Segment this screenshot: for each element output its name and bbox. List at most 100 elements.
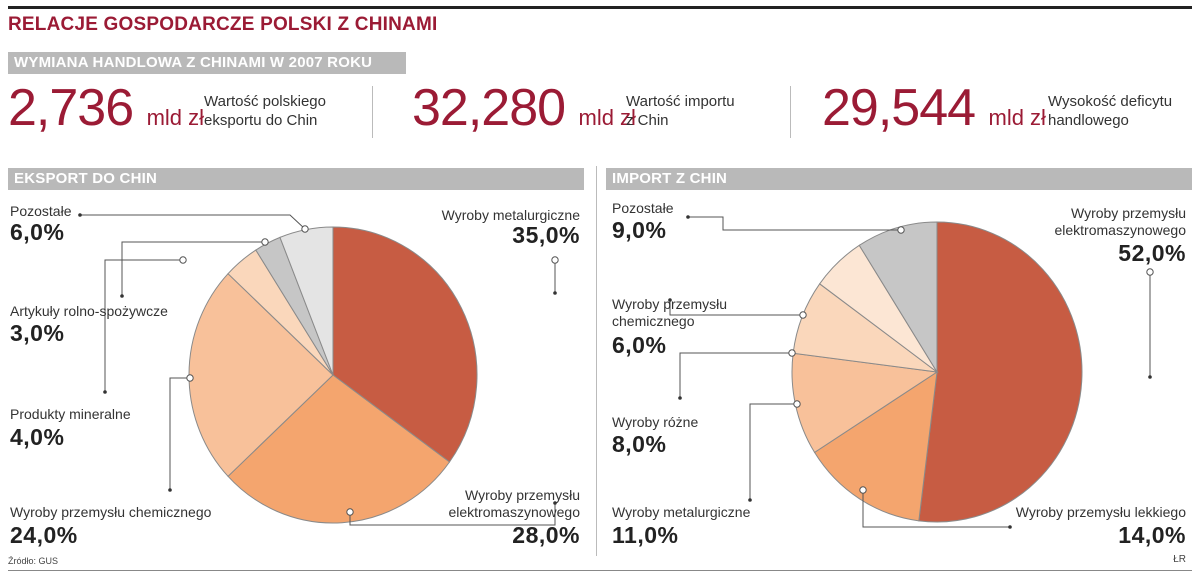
import-value-slice-0: 52,0% bbox=[1118, 240, 1186, 266]
import-value-slice-5: 9,0% bbox=[612, 217, 667, 243]
stat-deficit-desc-line2: handlowego bbox=[1048, 112, 1129, 129]
import-leader-end-2 bbox=[748, 498, 752, 502]
stat-import-figure: 32,280 mld zł bbox=[412, 80, 636, 146]
import-label-slice-0-line1: Wyroby przemysłu bbox=[1070, 205, 1186, 221]
import-leader-end-4 bbox=[668, 298, 672, 302]
stat-import-desc-line2: z Chin bbox=[626, 112, 669, 129]
export-label-slice-0: Wyroby metalurgiczne bbox=[441, 207, 580, 223]
import-leader-end-1 bbox=[1008, 525, 1012, 529]
import-value-slice-1: 14,0% bbox=[1118, 522, 1186, 548]
stat-separator bbox=[372, 86, 373, 138]
panel-separator bbox=[596, 166, 597, 556]
stat-export-value: 2,736 bbox=[8, 79, 134, 137]
import-pie-slice-0 bbox=[918, 221, 1083, 523]
stat-export: 2,736 mld zł Wartość polskiego eksportu … bbox=[8, 80, 368, 146]
author-initials: ŁR bbox=[1173, 554, 1186, 565]
import-label-slice-3: Wyroby różne bbox=[612, 414, 699, 430]
stat-import-desc-line1: Wartość importu bbox=[626, 93, 735, 110]
stat-separator bbox=[790, 86, 791, 138]
import-label-slice-4: Wyroby przemysłu chemicznego bbox=[612, 296, 727, 330]
stat-import: 32,280 mld zł Wartość importu z Chin bbox=[412, 80, 782, 146]
export-leader-line-4 bbox=[121, 241, 265, 296]
stat-import-desc: Wartość importu z Chin bbox=[626, 92, 735, 130]
import-value-slice-3: 8,0% bbox=[612, 431, 667, 457]
export-value-slice-0: 35,0% bbox=[512, 222, 580, 248]
export-leader-anchor-4 bbox=[261, 238, 269, 246]
import-leader-anchor-1 bbox=[859, 486, 867, 494]
export-leader-anchor-0 bbox=[551, 256, 559, 264]
export-leader-end-0 bbox=[553, 291, 557, 295]
import-leader-anchor-0 bbox=[1146, 268, 1154, 276]
stat-export-desc: Wartość polskiego eksportu do Chin bbox=[204, 92, 326, 130]
top-rule bbox=[8, 6, 1192, 9]
export-value-slice-2: 24,0% bbox=[10, 522, 78, 548]
import-pie-slice-5 bbox=[858, 221, 938, 374]
import-label-slice-4-line1: Wyroby przemysłu bbox=[612, 296, 728, 312]
export-value-slice-5: 6,0% bbox=[10, 219, 65, 245]
export-value-slice-1: 28,0% bbox=[512, 522, 580, 548]
export-leader-end-1 bbox=[553, 501, 557, 505]
import-leader-anchor-2 bbox=[793, 400, 801, 408]
export-label-slice-1: Wyroby przemysłu elektromaszynowego bbox=[448, 487, 580, 521]
import-leader-anchor-3 bbox=[788, 349, 796, 357]
stat-export-unit: mld zł bbox=[146, 105, 205, 130]
export-leader-anchor-2 bbox=[186, 374, 194, 382]
stat-export-desc-line2: eksportu do Chin bbox=[204, 112, 318, 129]
import-leader-end-0 bbox=[1148, 375, 1152, 379]
export-leader-line-1 bbox=[349, 503, 556, 526]
export-label-slice-5: Pozostałe bbox=[10, 203, 72, 219]
export-leader-line-3 bbox=[104, 259, 183, 392]
export-leader-anchor-3 bbox=[179, 256, 187, 264]
import-label-slice-1: Wyroby przemysłu lekkiego bbox=[1015, 504, 1186, 520]
stat-deficit-figure: 29,544 mld zł bbox=[822, 80, 1046, 146]
stat-deficit-value: 29,544 bbox=[822, 79, 976, 137]
bottom-rule bbox=[8, 570, 1192, 571]
export-label-slice-1-line1: Wyroby przemysłu bbox=[464, 487, 580, 503]
export-value-slice-3: 4,0% bbox=[10, 424, 65, 450]
export-label-slice-1-line2: elektromaszynowego bbox=[448, 504, 580, 520]
import-label-slice-0: Wyroby przemysłu elektromaszynowego bbox=[1054, 205, 1186, 239]
export-leader-end-3 bbox=[103, 390, 107, 394]
import-label-slice-4-line2: chemicznego bbox=[612, 313, 695, 329]
stat-deficit-desc: Wysokość deficytu handlowego bbox=[1048, 92, 1172, 130]
stat-deficit-desc-line1: Wysokość deficytu bbox=[1048, 93, 1173, 110]
import-value-slice-4: 6,0% bbox=[612, 332, 667, 358]
import-chart-title: IMPORT Z CHIN bbox=[606, 168, 1192, 190]
export-pie-slice-1 bbox=[227, 374, 451, 524]
page-title: RELACJE GOSPODARCZE POLSKI Z CHINAMI bbox=[8, 14, 438, 35]
stat-deficit: 29,544 mld zł Wysokość deficytu handlowe… bbox=[822, 80, 1192, 146]
export-label-slice-2: Wyroby przemysłu chemicznego bbox=[10, 504, 212, 520]
import-leader-anchor-4 bbox=[799, 311, 807, 319]
import-leader-end-3 bbox=[678, 396, 682, 400]
export-label-slice-3: Produkty mineralne bbox=[10, 406, 131, 422]
export-leader-end-2 bbox=[168, 488, 172, 492]
export-chart-title: EKSPORT DO CHIN bbox=[8, 168, 584, 190]
stat-import-unit: mld zł bbox=[578, 105, 636, 130]
import-leader-line-2 bbox=[749, 403, 797, 500]
import-leader-line-5 bbox=[688, 216, 901, 231]
export-leader-end-5 bbox=[78, 213, 82, 217]
stat-import-value: 32,280 bbox=[412, 79, 566, 137]
import-leader-anchor-5 bbox=[897, 226, 905, 234]
import-label-slice-5: Pozostałe bbox=[612, 200, 674, 216]
import-leader-line-1 bbox=[862, 490, 1010, 528]
import-leader-end-5 bbox=[686, 215, 690, 219]
export-leader-anchor-5 bbox=[301, 225, 309, 233]
import-leader-line-4 bbox=[669, 300, 803, 316]
stat-export-desc-line1: Wartość polskiego bbox=[204, 93, 326, 110]
stat-export-figure: 2,736 mld zł bbox=[8, 80, 204, 146]
import-label-slice-0-line2: elektromaszynowego bbox=[1054, 222, 1186, 238]
export-pie-slice-0 bbox=[332, 226, 478, 463]
stat-deficit-unit: mld zł bbox=[988, 105, 1046, 130]
import-leader-line-3 bbox=[679, 352, 792, 398]
import-pie-slice-1 bbox=[813, 370, 938, 522]
import-label-slice-2: Wyroby metalurgiczne bbox=[612, 504, 751, 520]
source-note: Źródło: GUS bbox=[8, 556, 59, 566]
import-value-slice-2: 11,0% bbox=[612, 522, 679, 548]
export-leader-line-2 bbox=[169, 377, 190, 490]
export-leader-end-4 bbox=[120, 294, 124, 298]
export-leader-line-5 bbox=[80, 214, 306, 230]
export-label-slice-4: Artykuły rolno-spożywcze bbox=[10, 303, 168, 319]
export-leader-anchor-1 bbox=[346, 508, 354, 516]
